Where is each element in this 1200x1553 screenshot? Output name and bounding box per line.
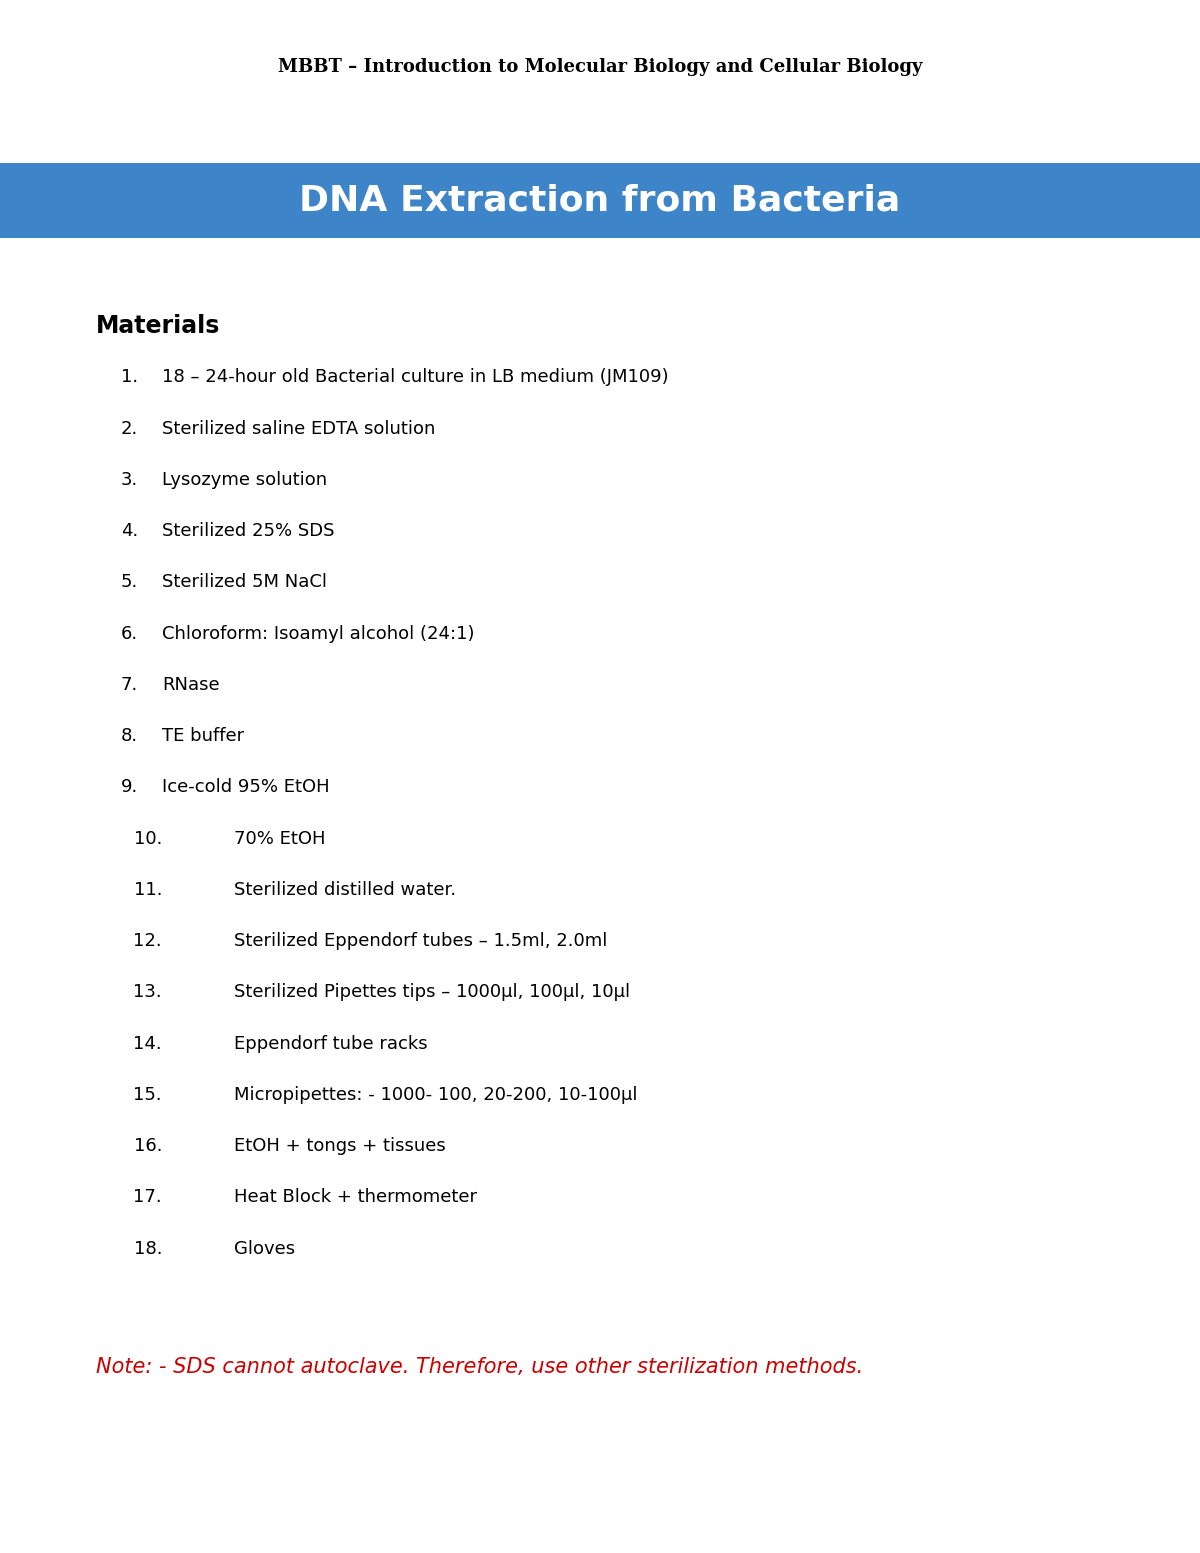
Text: 70% EtOH: 70% EtOH [234, 829, 325, 848]
Text: 7.: 7. [121, 676, 138, 694]
Text: MBBT – Introduction to Molecular Biology and Cellular Biology: MBBT – Introduction to Molecular Biology… [277, 57, 923, 76]
Text: Eppendorf tube racks: Eppendorf tube racks [234, 1034, 427, 1053]
Text: 5.: 5. [121, 573, 138, 592]
Text: 10.: 10. [133, 829, 162, 848]
Text: Chloroform: Isoamyl alcohol (24:1): Chloroform: Isoamyl alcohol (24:1) [162, 624, 474, 643]
Text: Micropipettes: - 1000- 100, 20-200, 10-100μl: Micropipettes: - 1000- 100, 20-200, 10-1… [234, 1086, 637, 1104]
Text: 4.: 4. [121, 522, 138, 540]
Text: Sterilized saline EDTA solution: Sterilized saline EDTA solution [162, 419, 436, 438]
Text: Note: - SDS cannot autoclave. Therefore, use other sterilization methods.: Note: - SDS cannot autoclave. Therefore,… [96, 1357, 863, 1376]
Text: Sterilized Pipettes tips – 1000μl, 100μl, 10μl: Sterilized Pipettes tips – 1000μl, 100μl… [234, 983, 630, 1002]
Text: Sterilized 25% SDS: Sterilized 25% SDS [162, 522, 335, 540]
Text: 9.: 9. [121, 778, 138, 797]
Text: 3.: 3. [121, 471, 138, 489]
Text: TE buffer: TE buffer [162, 727, 244, 745]
Text: 8.: 8. [121, 727, 138, 745]
Text: Materials: Materials [96, 314, 221, 339]
Text: Sterilized distilled water.: Sterilized distilled water. [234, 881, 456, 899]
Text: Ice-cold 95% EtOH: Ice-cold 95% EtOH [162, 778, 330, 797]
Text: 2.: 2. [121, 419, 138, 438]
Text: 11.: 11. [133, 881, 162, 899]
FancyBboxPatch shape [0, 163, 1200, 238]
Text: Lysozyme solution: Lysozyme solution [162, 471, 328, 489]
Text: EtOH + tongs + tissues: EtOH + tongs + tissues [234, 1137, 445, 1155]
Text: 14.: 14. [133, 1034, 162, 1053]
Text: RNase: RNase [162, 676, 220, 694]
Text: 12.: 12. [133, 932, 162, 950]
Text: 17.: 17. [133, 1188, 162, 1207]
Text: Gloves: Gloves [234, 1239, 295, 1258]
Text: 15.: 15. [133, 1086, 162, 1104]
Text: 13.: 13. [133, 983, 162, 1002]
Text: DNA Extraction from Bacteria: DNA Extraction from Bacteria [299, 183, 901, 217]
Text: Sterilized Eppendorf tubes – 1.5ml, 2.0ml: Sterilized Eppendorf tubes – 1.5ml, 2.0m… [234, 932, 607, 950]
Text: 18.: 18. [133, 1239, 162, 1258]
Text: 16.: 16. [133, 1137, 162, 1155]
Text: 18 – 24-hour old Bacterial culture in LB medium (JM109): 18 – 24-hour old Bacterial culture in LB… [162, 368, 668, 387]
Text: 6.: 6. [121, 624, 138, 643]
Text: Heat Block + thermometer: Heat Block + thermometer [234, 1188, 478, 1207]
Text: 1.: 1. [121, 368, 138, 387]
Text: Sterilized 5M NaCl: Sterilized 5M NaCl [162, 573, 326, 592]
